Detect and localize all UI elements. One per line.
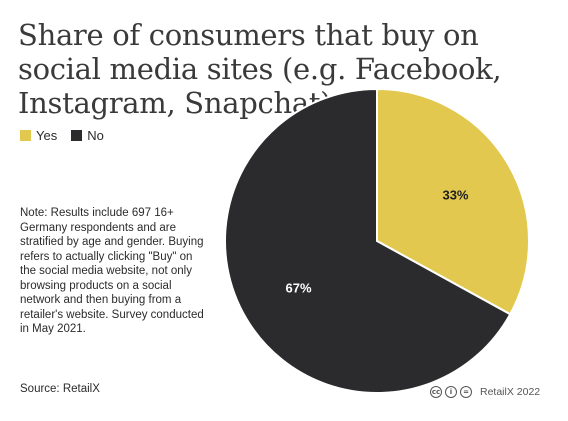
attribution-icon: i <box>445 386 457 398</box>
legend-swatch-no <box>71 130 83 141</box>
legend-label-yes: Yes <box>36 128 58 143</box>
credit-text: RetailX 2022 <box>480 386 541 398</box>
source-label: Source: RetailX <box>20 383 100 395</box>
license-credit: cc i = RetailX 2022 <box>430 386 540 398</box>
legend-item-no: No <box>71 128 104 143</box>
methodology-note: Note: Results include 697 16+ Germany re… <box>20 207 204 335</box>
legend: Yes No <box>20 128 104 143</box>
legend-swatch-yes <box>20 130 31 141</box>
pie-label-no: 67% <box>285 280 311 295</box>
cc-icon: cc <box>430 386 442 398</box>
pie-slice-yes <box>376 87 530 316</box>
pie-label-yes: 33% <box>442 188 468 203</box>
pie-slice-no <box>224 87 512 394</box>
legend-item-yes: Yes <box>20 128 57 143</box>
legend-label-no: No <box>87 128 104 143</box>
chart-title: Share of consumers that buy on social me… <box>18 18 502 120</box>
noderivs-icon: = <box>460 386 472 398</box>
